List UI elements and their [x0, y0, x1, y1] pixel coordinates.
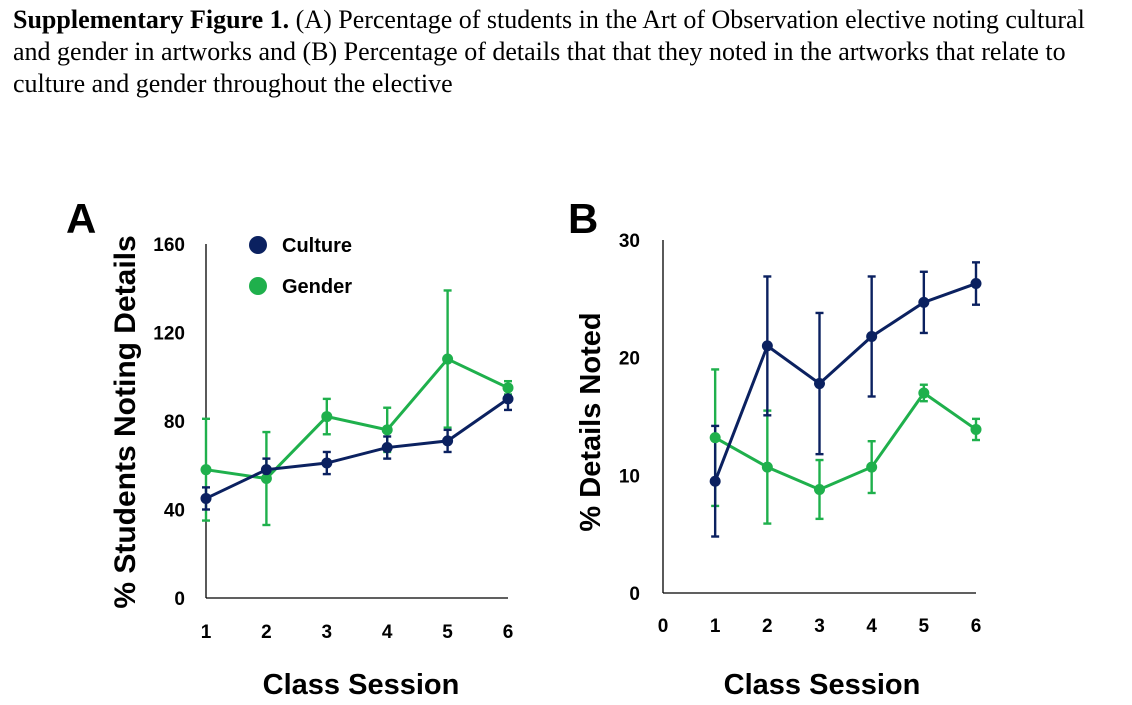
panel-a-culture-point: [442, 435, 454, 447]
legend-culture-marker: [249, 236, 267, 254]
panel-b-gender-line: [714, 390, 977, 492]
panel-b-x-tick-label: 1: [710, 616, 721, 637]
panel-b-culture-point: [970, 278, 982, 290]
panel-b-x-tick-label: 2: [762, 616, 773, 637]
panel-b-x-axis-title: Class Session: [724, 669, 921, 701]
panel-a-culture-point: [502, 393, 514, 405]
panel-a-y-axis-title: % Students Noting Details: [109, 235, 142, 608]
panel-b-x-tick-label: 3: [814, 616, 825, 637]
panel-b-gender-point: [970, 423, 982, 435]
panel-a-culture-point: [260, 464, 272, 476]
panel-a-y-tick-label: 80: [164, 412, 185, 433]
panel-b-letter: B: [568, 195, 598, 242]
panel-a-x-tick-label: 2: [261, 622, 272, 643]
panel-a-culture-point: [321, 457, 333, 469]
panel-b-y-tick-label: 30: [619, 231, 640, 252]
legend-gender-marker: [249, 277, 267, 295]
panel-b-y-tick-label: 20: [619, 349, 640, 370]
panel-b-culture-line: [713, 282, 977, 482]
panel-b-x-tick-label: 6: [971, 616, 982, 637]
figure-caption: Supplementary Figure 1. (A) Percentage o…: [13, 4, 1123, 100]
panel-b-gender-point: [814, 483, 825, 495]
panel-a-culture-line: [205, 397, 509, 500]
panel-a-y-tick-label: 120: [153, 324, 185, 345]
panel-a-culture-point: [381, 442, 393, 454]
panel-a-gender-point: [260, 473, 272, 485]
panel-b-x-tick-label: 0: [658, 616, 669, 637]
legend-culture-label: Culture: [282, 235, 352, 257]
panel-a-y-tick-label: 160: [153, 235, 185, 256]
panel-b-gender-point: [709, 432, 721, 444]
panel-a-x-tick-label: 1: [201, 622, 212, 643]
panel-a-x-tick-label: 3: [322, 622, 333, 643]
panel-b-culture-point: [866, 330, 878, 342]
panel-b-x-tick-label: 5: [919, 616, 930, 637]
panel-a-y-tick-label: 0: [174, 589, 185, 610]
panel-a-x-axis-title: Class Session: [263, 669, 460, 701]
panel-b-culture-point: [814, 378, 825, 390]
caption-text: (A) Percentage of students in the Art of…: [13, 5, 1085, 98]
panel-a-gender-point: [381, 424, 393, 436]
panel-a-x-tick-label: 5: [442, 622, 453, 643]
legend-gender-label: Gender: [282, 276, 352, 298]
panel-a-letter: A: [66, 195, 96, 242]
panel-a-gender-line: [205, 357, 509, 481]
panel-b-y-tick-label: 10: [619, 466, 640, 487]
panel-b-x-tick-label: 4: [866, 616, 877, 637]
panel-b-gender-point: [761, 461, 773, 473]
panel-a-gender-point: [502, 382, 514, 394]
panel-a-x-tick-label: 6: [503, 622, 514, 643]
panel-b-y-axis-title: % Details Noted: [575, 312, 607, 531]
panel-a-culture-point: [200, 492, 212, 504]
caption-label: Supplementary Figure 1.: [13, 5, 290, 34]
panel-a-gender-point: [200, 464, 212, 476]
panel-a-gender-point: [321, 411, 333, 423]
panel-b-culture-point: [761, 340, 773, 352]
panel-a-x-tick-label: 4: [382, 622, 393, 643]
panel-a-gender-point: [442, 353, 454, 365]
panel-a-y-tick-label: 40: [164, 501, 185, 522]
panel-b-culture-point: [709, 475, 721, 487]
panel-b-culture-point: [918, 296, 930, 308]
panel-b-gender-point: [866, 461, 878, 473]
panel-b-gender-point: [918, 387, 930, 399]
panel-b-y-tick-label: 0: [629, 584, 640, 605]
